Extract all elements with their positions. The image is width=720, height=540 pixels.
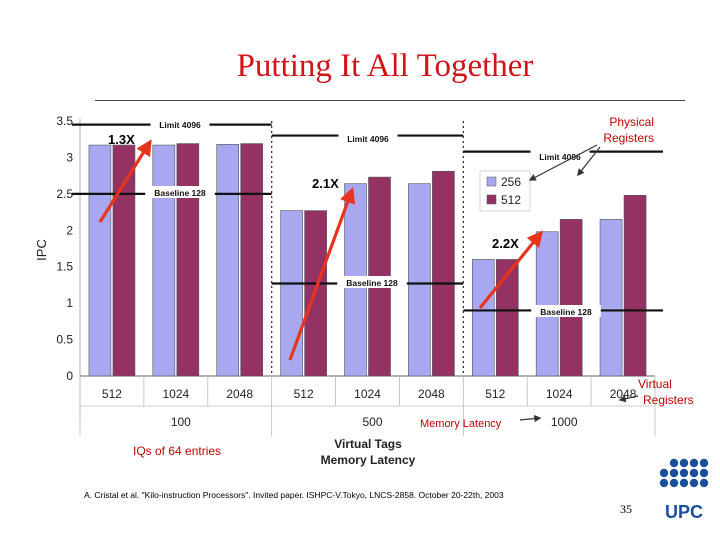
legend-swatch-256 xyxy=(486,176,497,187)
logo-dot xyxy=(699,478,709,488)
y-tick-label: 1 xyxy=(66,296,73,310)
title-divider xyxy=(95,100,685,101)
memory-latency-label: Memory Latency xyxy=(420,418,502,430)
logo-dot xyxy=(689,468,699,478)
logo-dot xyxy=(699,468,709,478)
baseline-128-label: Baseline 128 xyxy=(346,278,398,288)
y-axis-title: IPC xyxy=(34,239,49,261)
baseline-128-label: Baseline 128 xyxy=(540,307,592,317)
logo-dot xyxy=(669,478,679,488)
logo-dot xyxy=(699,458,709,468)
speedup-label: 2.1X xyxy=(312,176,339,191)
iq-note: IQs of 64 entries xyxy=(133,444,222,458)
bar-512-2 xyxy=(240,143,264,377)
bar-256-8 xyxy=(599,219,623,377)
logo-dot xyxy=(679,458,689,468)
bar-256-3 xyxy=(280,210,303,377)
legend-swatch-512 xyxy=(486,194,497,205)
legend-label-512: 512 xyxy=(501,193,521,207)
x-axis-title: Virtual Tags xyxy=(334,437,402,451)
baseline-128-label: Baseline 128 xyxy=(154,188,206,198)
virtual-registers-arrow xyxy=(618,395,639,403)
bar-512-1 xyxy=(176,143,200,377)
y-tick-label: 2.5 xyxy=(56,187,73,201)
bar-256-7 xyxy=(535,231,559,377)
y-tick-label: 1.5 xyxy=(56,260,73,274)
upc-logo-text: UPC xyxy=(665,502,703,522)
speedup-label: 1.3X xyxy=(108,132,135,147)
x-tick-label: 512 xyxy=(102,387,122,401)
x-tick-label: 512 xyxy=(485,387,505,401)
physical-registers-label: Registers xyxy=(603,131,654,145)
y-tick-label: 2 xyxy=(66,223,73,237)
y-tick-label: 3.5 xyxy=(56,114,73,128)
x-tick-label: 1024 xyxy=(546,387,573,401)
page-number: 35 xyxy=(620,502,632,516)
logo-dot xyxy=(669,458,679,468)
bar-256-0 xyxy=(88,144,112,377)
limit-4096-label: Limit 4096 xyxy=(347,134,389,144)
bar-256-6 xyxy=(471,259,495,377)
x-tick-label: 1024 xyxy=(162,387,189,401)
y-tick-label: 0.5 xyxy=(56,333,73,347)
bar-256-2 xyxy=(216,144,240,377)
physical-registers-arrow xyxy=(528,144,598,181)
x-tick-label: 512 xyxy=(294,387,314,401)
group-label: 500 xyxy=(362,415,382,429)
x-tick-label: 2048 xyxy=(226,387,253,401)
x-tick-label: 2048 xyxy=(418,387,445,401)
bar-256-1 xyxy=(152,144,176,377)
slide-title: Putting It All Together xyxy=(236,48,534,84)
logo-dot xyxy=(679,468,689,478)
memory-latency-arrow xyxy=(519,414,542,423)
y-tick-label: 0 xyxy=(66,369,73,383)
group-label: 1000 xyxy=(551,415,578,429)
limit-4096-label: Limit 4096 xyxy=(539,152,581,162)
logo-dot xyxy=(679,478,689,488)
logo-dot xyxy=(659,468,669,478)
x-tick-label: 1024 xyxy=(354,387,381,401)
limit-4096-label: Limit 4096 xyxy=(159,120,201,130)
bar-256-5 xyxy=(408,183,431,377)
y-tick-label: 3 xyxy=(66,150,73,164)
logo-dot xyxy=(659,478,669,488)
speedup-arrow xyxy=(288,186,356,361)
logo-dot xyxy=(689,478,699,488)
virtual-registers-label: Registers xyxy=(643,393,694,407)
speedup-arrow xyxy=(98,139,152,223)
logo-dot xyxy=(669,468,679,478)
upc-logo: UPC xyxy=(659,458,709,522)
bar-512-6 xyxy=(495,259,519,377)
bar-512-0 xyxy=(112,144,136,377)
virtual-registers-label: Virtual xyxy=(638,377,672,391)
physical-registers-arrow xyxy=(577,146,601,177)
bar-512-8 xyxy=(623,195,647,377)
speedup-label: 2.2X xyxy=(492,236,519,251)
bar-512-5 xyxy=(432,170,455,377)
speedup-arrow xyxy=(478,230,544,310)
x-axis-title: Memory Latency xyxy=(321,453,416,467)
logo-dot xyxy=(689,458,699,468)
bar-512-7 xyxy=(559,219,583,377)
physical-registers-label: Physical xyxy=(609,115,654,129)
group-label: 100 xyxy=(171,415,191,429)
citation: A. Cristal et al. "Kilo-instruction Proc… xyxy=(84,490,504,500)
legend-label-256: 256 xyxy=(501,175,521,189)
